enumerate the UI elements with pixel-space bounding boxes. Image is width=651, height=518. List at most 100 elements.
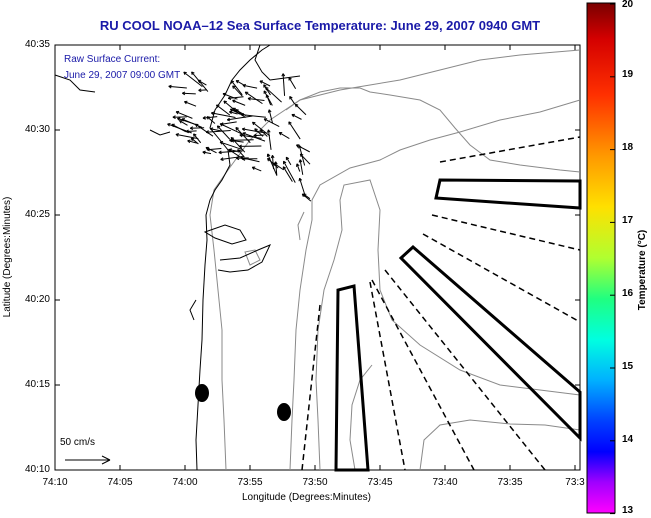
- y-tick-label: 40:30: [24, 124, 50, 135]
- colorbar-tick-label: 20: [622, 0, 634, 10]
- current-vector-head: [202, 150, 206, 153]
- plot-frame: [54, 44, 581, 471]
- current-vector: [268, 109, 274, 124]
- current-vector: [182, 92, 196, 95]
- colorbar: [586, 2, 616, 514]
- current-vector: [275, 161, 278, 176]
- coastline: [54, 44, 301, 471]
- y-tick-label: 40:25: [24, 209, 50, 220]
- x-tick-label: 73:50: [302, 477, 328, 488]
- current-vector-head: [191, 71, 195, 74]
- current-vector: [227, 115, 253, 121]
- current-vector-head: [223, 100, 227, 103]
- current-vector-head: [177, 117, 181, 119]
- current-vector: [202, 116, 218, 119]
- current-vector: [228, 96, 244, 99]
- x-tick-label: 74:05: [107, 477, 133, 488]
- x-axis-label: Longitude (Degrees:Minutes): [242, 492, 371, 503]
- current-vector: [289, 96, 296, 105]
- scale-label: 50 cm/s: [60, 437, 96, 448]
- current-vector: [228, 149, 238, 152]
- current-vector: [282, 166, 293, 182]
- current-vector: [291, 114, 302, 120]
- current-vector-head: [299, 159, 303, 163]
- current-vector: [206, 130, 231, 133]
- current-vector: [197, 79, 207, 86]
- current-vector: [265, 87, 282, 103]
- current-vector-head: [268, 129, 271, 133]
- current-vector-head: [187, 139, 191, 142]
- colorbar-tick-label: 19: [622, 69, 634, 80]
- x-tick-label: 73:45: [367, 477, 393, 488]
- current-vector: [175, 133, 199, 140]
- current-vector: [168, 85, 187, 89]
- current-vector: [252, 121, 271, 137]
- current-vector: [282, 73, 286, 96]
- current-vector: [263, 84, 271, 96]
- current-vector-head: [296, 163, 300, 167]
- current-vector-head: [263, 84, 267, 87]
- current-vector: [301, 193, 312, 202]
- current-vector-head: [191, 137, 195, 140]
- current-vector: [288, 121, 301, 140]
- current-vector-head: [283, 160, 287, 164]
- current-vector: [240, 114, 266, 118]
- current-vector-head: [275, 161, 278, 165]
- colorbar-tick-label: 14: [622, 434, 634, 445]
- current-vector: [205, 147, 217, 154]
- current-vector: [273, 162, 284, 171]
- current-vector: [235, 109, 246, 119]
- current-vector: [259, 80, 271, 87]
- current-vector-head: [260, 129, 264, 132]
- current-vector-head: [202, 116, 206, 119]
- x-tick-label: 74:00: [172, 477, 198, 488]
- current-vector-head: [299, 177, 303, 181]
- current-vector-head: [220, 141, 224, 143]
- map-title: RU COOL NOAA–12 Sea Surface Temperature:…: [99, 18, 541, 33]
- scale-arrow: [65, 455, 111, 465]
- current-vector: [266, 94, 272, 106]
- colorbar-label: Temperature (°C): [637, 230, 648, 311]
- current-vector-head: [220, 157, 224, 160]
- current-vector: [186, 130, 197, 133]
- current-vector: [240, 156, 260, 163]
- current-vector: [296, 163, 301, 172]
- colorbar-tick-label: 16: [622, 288, 634, 299]
- current-vector-head: [231, 80, 235, 83]
- colorbar-tick-label: 18: [622, 142, 634, 153]
- current-vector-head: [182, 91, 186, 94]
- current-vector-head: [240, 156, 244, 158]
- current-vector: [229, 111, 238, 115]
- current-vector-head: [168, 84, 172, 87]
- current-vector: [235, 80, 245, 86]
- current-vector-head: [185, 129, 189, 132]
- current-vector: [267, 129, 272, 150]
- current-vector-head: [288, 77, 292, 80]
- current-vector-head: [220, 122, 224, 125]
- x-tick-label: 74:10: [42, 477, 68, 488]
- current-vector: [294, 103, 307, 116]
- current-vector-head: [272, 155, 275, 159]
- current-vector-head: [266, 94, 270, 98]
- current-vector-head: [232, 85, 236, 88]
- colorbar-tick-label: 15: [622, 361, 634, 372]
- colorbar-ticks: [610, 3, 615, 515]
- current-vector: [216, 104, 231, 116]
- current-vector: [232, 99, 246, 106]
- current-vector-head: [282, 73, 286, 77]
- current-vector: [232, 85, 243, 97]
- current-vector: [244, 91, 263, 105]
- current-vector-head: [228, 148, 232, 151]
- current-vector-head: [218, 150, 222, 153]
- current-vector-head: [217, 125, 221, 128]
- current-vector-head: [237, 149, 241, 152]
- current-vector-head: [172, 115, 176, 118]
- subtitle-current: Raw Surface Current:: [64, 54, 161, 65]
- current-vector: [223, 100, 240, 115]
- current-vector-head: [240, 112, 244, 116]
- current-vector-head: [253, 133, 257, 137]
- current-vector: [181, 118, 203, 128]
- subtitle-date: June 29, 2007 09:00 GMT: [64, 70, 181, 81]
- current-vector: [183, 71, 203, 88]
